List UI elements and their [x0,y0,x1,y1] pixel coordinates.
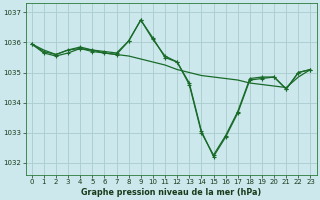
X-axis label: Graphe pression niveau de la mer (hPa): Graphe pression niveau de la mer (hPa) [81,188,261,197]
